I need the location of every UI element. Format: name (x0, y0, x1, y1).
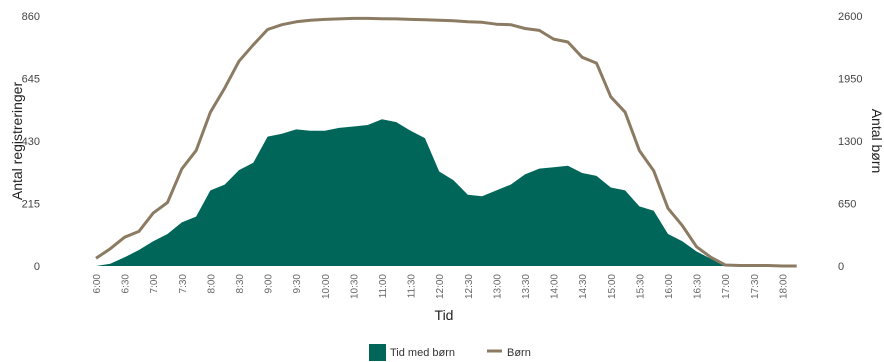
x-tick-label: 10:30 (349, 274, 360, 299)
x-tick-label: 11:30 (407, 274, 418, 299)
right-axis-ticks: 2600 1950 1300 650 0 (838, 11, 862, 273)
x-tick-label: 17:00 (721, 274, 732, 299)
x-tick-label: 12:00 (435, 274, 446, 299)
left-tick-label: 860 (22, 11, 40, 23)
x-tick-label: 6:00 (92, 274, 103, 294)
left-tick-label: 0 (34, 261, 40, 273)
legend-label-area: Tid med børn (390, 347, 455, 359)
left-tick-label: 430 (22, 136, 40, 148)
left-axis-ticks: 860 645 430 215 0 (22, 11, 40, 273)
x-tick-label: 15:00 (607, 274, 618, 299)
x-tick-label: 9:00 (264, 274, 275, 294)
x-tick-label: 7:30 (178, 274, 189, 294)
x-tick-label: 13:00 (492, 274, 503, 299)
right-tick-label: 1950 (838, 74, 862, 86)
right-tick-label: 650 (838, 199, 856, 211)
x-tick-label: 9:30 (292, 274, 303, 294)
x-axis-ticks: 6:00 6:30 7:00 7:30 8:00 8:30 9:00 9:30 10:00 10:… (92, 274, 789, 299)
x-tick-label: 6:30 (121, 274, 132, 294)
left-tick-label: 215 (22, 199, 40, 211)
x-tick-label: 8:30 (235, 274, 246, 294)
right-axis-title: Antal børn (869, 109, 884, 174)
legend-label-line: Børn (507, 347, 531, 359)
right-tick-label: 1300 (838, 136, 862, 148)
left-tick-label: 645 (22, 74, 40, 86)
area-series-tid-med-born (96, 119, 797, 266)
area-series-layer (96, 119, 797, 266)
legend-swatch-area (369, 344, 386, 361)
x-tick-label: 13:30 (521, 274, 532, 299)
x-tick-label: 14:00 (550, 274, 561, 299)
legend: Tid med børn Børn (369, 344, 531, 361)
line-series-born (95, 16, 797, 268)
x-tick-label: 12:30 (464, 274, 475, 299)
x-tick-label: 16:00 (664, 274, 675, 299)
x-tick-label: 7:00 (149, 274, 160, 294)
line-series-layer (95, 16, 797, 268)
left-axis-title: Antal registreringer (9, 82, 25, 201)
x-tick-label: 10:00 (321, 274, 332, 299)
x-axis-title: Tid (435, 307, 454, 323)
x-tick-label: 15:30 (635, 274, 646, 299)
right-tick-label: 2600 (838, 11, 862, 23)
x-tick-label: 18:00 (778, 274, 789, 299)
x-tick-label: 11:00 (378, 274, 389, 299)
right-tick-label: 0 (838, 261, 844, 273)
x-tick-label: 14:30 (578, 274, 589, 299)
x-tick-label: 16:30 (693, 274, 704, 299)
x-tick-label: 8:00 (206, 274, 217, 294)
x-tick-label: 17:30 (750, 274, 761, 299)
